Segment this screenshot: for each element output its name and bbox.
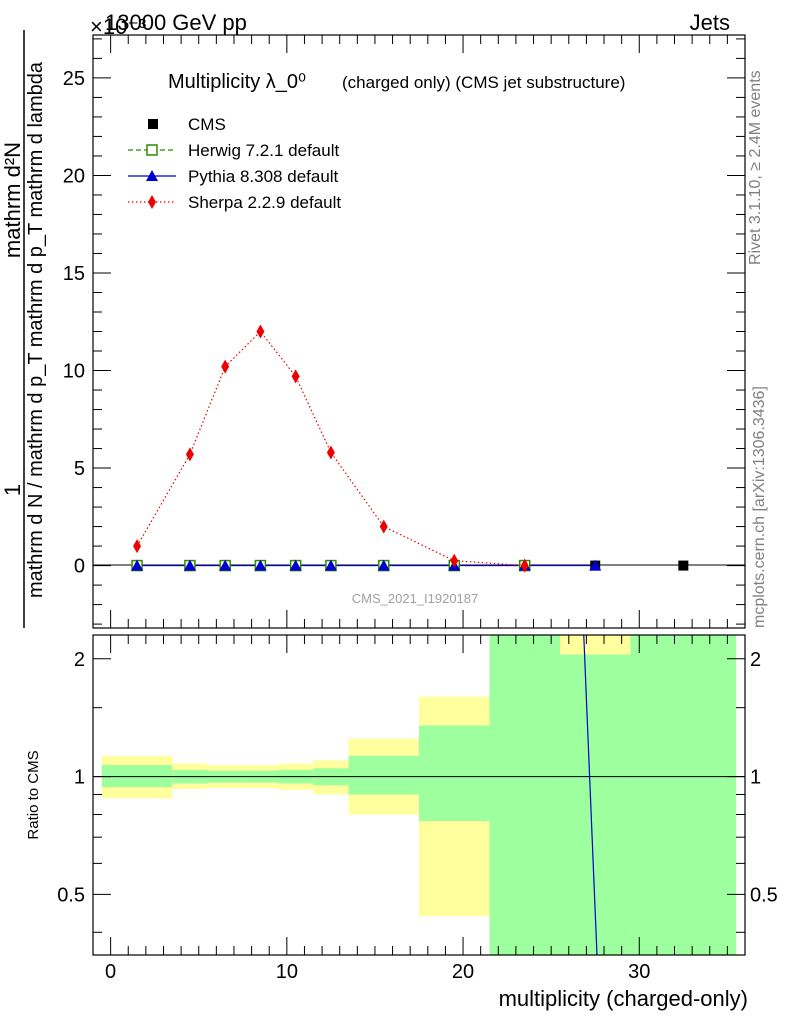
pythia-point [289, 559, 302, 571]
header-right: Jets [690, 10, 730, 35]
lower-series [583, 634, 598, 956]
sherpa-point [291, 369, 300, 384]
sherpa-point [520, 558, 529, 573]
ylabel-denominator: mathrm d N / mathrm d p_T mathrm d p_T m… [25, 61, 47, 598]
sherpa-point [256, 324, 265, 339]
pythia-point [589, 559, 602, 571]
lower-axis-ticks: 0.5 0.51 12 20 10 20 30 [57, 635, 778, 983]
sherpa-point [221, 359, 230, 374]
legend-label-cms: CMS [188, 115, 226, 134]
legend: CMS Herwig 7.2.1 default Pythia 8.308 de… [128, 115, 341, 212]
chart-title-suffix: (charged only) (CMS jet substructure) [342, 73, 625, 92]
legend-entry-herwig: Herwig 7.2.1 default [128, 141, 339, 160]
legend-entry-cms: CMS [148, 115, 226, 134]
ratio-bands [101, 635, 737, 955]
lower-frame [92, 634, 746, 956]
upper-ytick-label: 15 [63, 263, 85, 285]
band-inner [419, 725, 490, 821]
lower-ytick-label: 1 [74, 767, 85, 789]
watermark: CMS_2021_I1920187 [352, 591, 479, 606]
lower-ytick-label: 2 [74, 649, 85, 671]
chart-title: Multiplicity λ_0⁰ [168, 71, 306, 93]
legend-entry-pythia: Pythia 8.308 default [128, 167, 339, 186]
band-inner [489, 635, 560, 955]
header-left: 13000 GeV pp [105, 10, 247, 35]
upper-ytick-label: 5 [74, 458, 85, 480]
sherpa-point [185, 447, 194, 462]
lower-ytick-label-right: 2 [750, 649, 761, 671]
legend-marker-cms [148, 119, 158, 129]
lower-ytick-label-right: 0.5 [750, 884, 778, 906]
legend-label-pythia: Pythia 8.308 default [188, 167, 339, 186]
pythia-point [131, 559, 144, 571]
band-inner [348, 755, 419, 795]
sherpa-point [326, 445, 335, 460]
ylabel-numerator: 1 [0, 484, 25, 496]
legend-label-herwig: Herwig 7.2.1 default [188, 141, 339, 160]
pythia-point [377, 559, 390, 571]
ratio-ylabel: Ratio to CMS [25, 750, 42, 839]
lower-xtick-label: 20 [452, 961, 474, 983]
legend-marker-pythia [146, 170, 158, 181]
x-axis-label: multiplicity (charged-only) [499, 986, 748, 1011]
upper-ytick-label: 0 [74, 556, 85, 578]
lower-xtick-label: 30 [628, 961, 650, 983]
pythia-point [324, 559, 337, 571]
legend-marker-herwig [146, 144, 158, 156]
sherpa-point [379, 519, 388, 534]
upper-frame [92, 34, 746, 629]
pythia-point [183, 559, 196, 571]
sherpa-point [133, 539, 142, 554]
upper-ytick-label: 20 [63, 165, 85, 187]
lower-ytick-label-right: 1 [750, 767, 761, 789]
legend-label-sherpa: Sherpa 2.2.9 default [188, 193, 341, 212]
lower-xtick-label: 0 [105, 961, 116, 983]
series-line-3 [136, 330, 525, 567]
upper-series [131, 324, 689, 573]
lower-xtick-label: 10 [276, 961, 298, 983]
sherpa-point [450, 553, 459, 568]
lower-plot: 0.5 0.51 12 20 10 20 30 Ratio to CMS multiplic… [25, 634, 778, 1011]
band-inner [630, 635, 737, 955]
upper-plot: Multiplicity λ_0⁰ (charged only) (CMS je… [63, 34, 746, 629]
pythia-point [254, 559, 267, 571]
pythia-ratio-line [583, 634, 598, 956]
pythia-point [219, 559, 232, 571]
side-label-top: Rivet 3.1.10, ≥ 2.4M events [747, 70, 764, 265]
lower-ytick-label: 0.5 [57, 884, 85, 906]
upper-ytick-label: 25 [63, 68, 85, 90]
upper-ytick-label: 10 [63, 361, 85, 383]
legend-entry-sherpa: Sherpa 2.2.9 default [128, 193, 341, 212]
upper-axis-ticks: 0 5 10 15 20 25 [63, 35, 746, 628]
legend-marker-sherpa [148, 195, 156, 209]
ylabel-top: mathrm d²N [0, 142, 25, 258]
side-label-bottom: mcplots.cern.ch [arXiv:1306.3436] [751, 386, 768, 628]
cms-point [678, 560, 689, 571]
upper-ylabel: 1 mathrm d²N mathrm d N / mathrm d p_T m… [0, 30, 47, 628]
